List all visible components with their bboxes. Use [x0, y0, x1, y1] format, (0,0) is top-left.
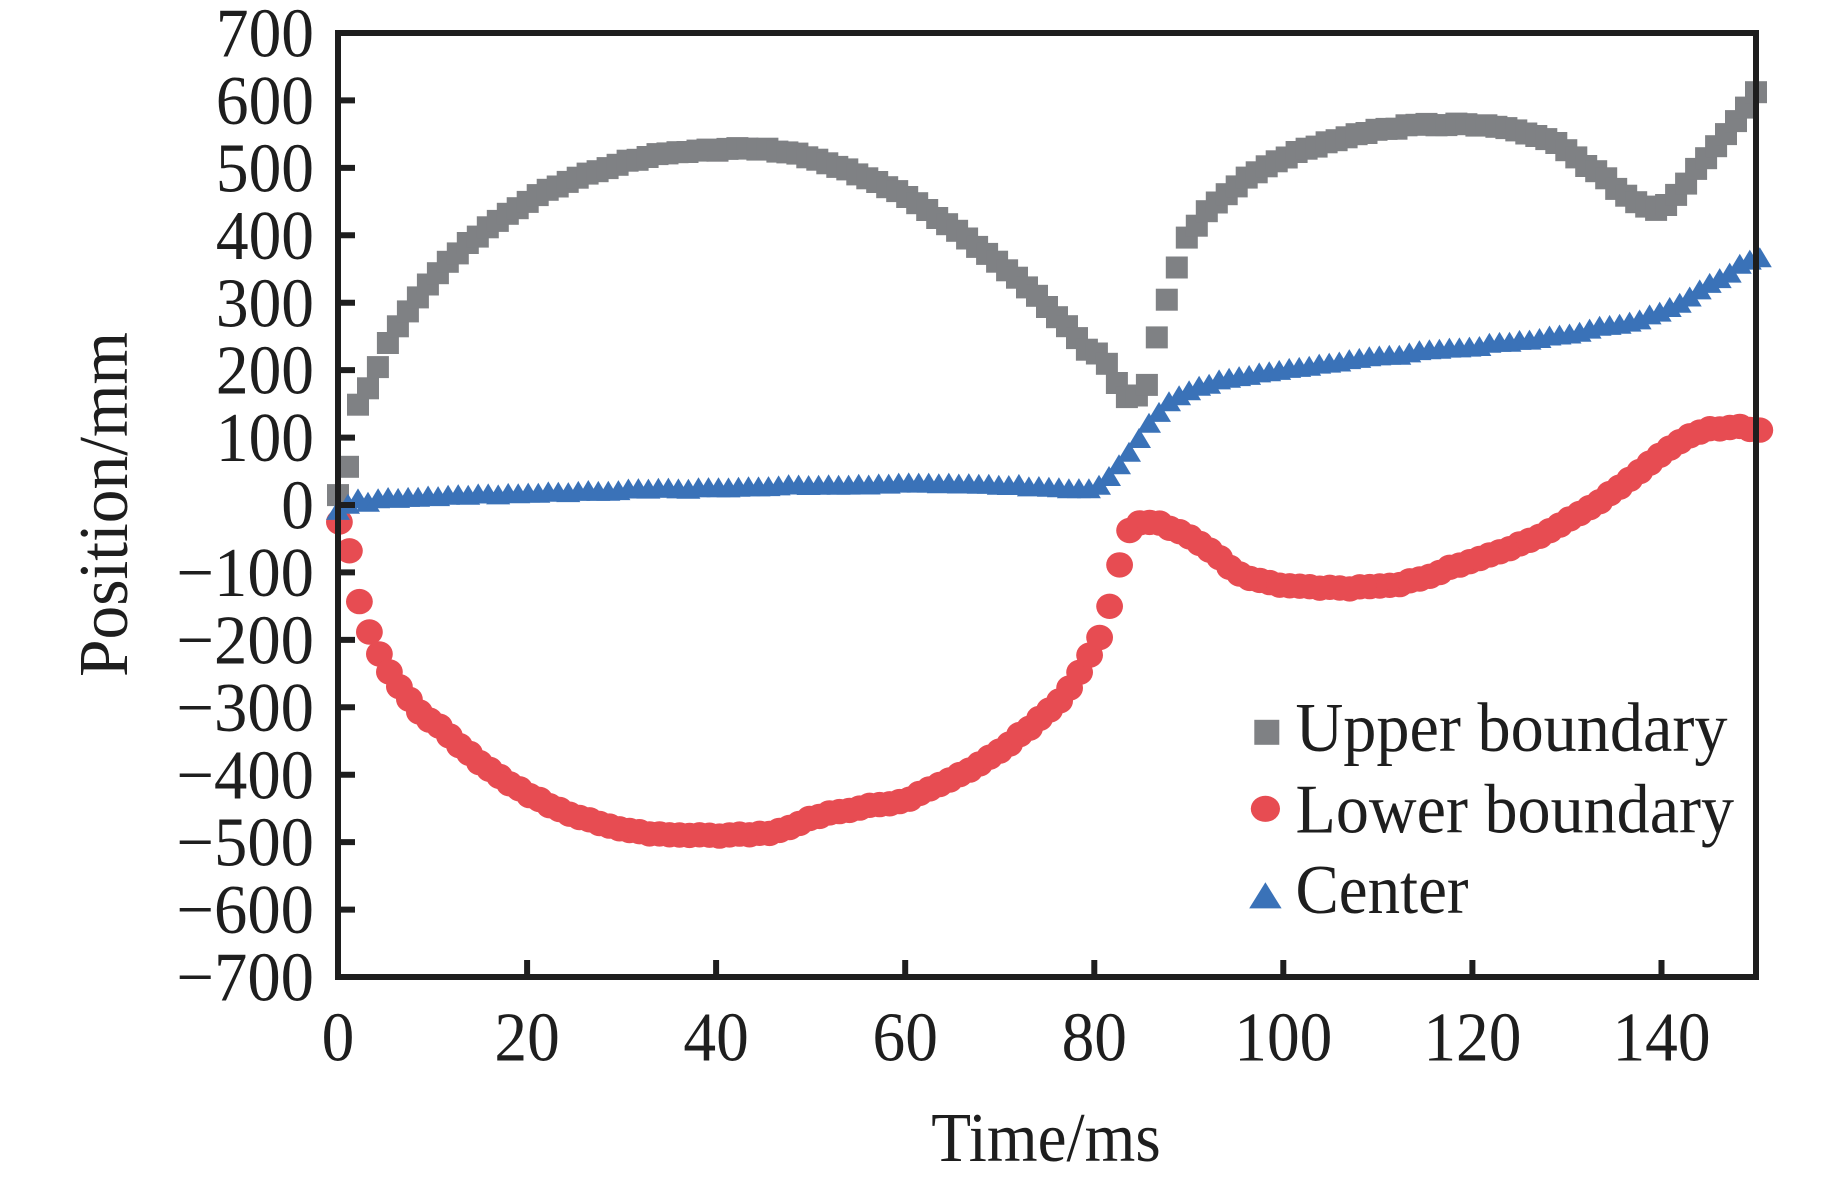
svg-text:100: 100 [216, 400, 314, 477]
svg-text:Center: Center [1296, 852, 1469, 929]
svg-text:140: 140 [1612, 1000, 1710, 1077]
svg-text:200: 200 [216, 333, 314, 410]
svg-text:−600: −600 [176, 872, 314, 949]
svg-text:Position/mm: Position/mm [66, 332, 143, 677]
svg-text:0: 0 [322, 1000, 355, 1077]
svg-text:Time/ms: Time/ms [931, 1100, 1161, 1177]
svg-text:300: 300 [216, 265, 314, 342]
svg-text:400: 400 [216, 198, 314, 275]
svg-text:Upper boundary: Upper boundary [1296, 690, 1728, 767]
svg-text:Lower boundary: Lower boundary [1296, 772, 1735, 849]
svg-text:120: 120 [1423, 1000, 1521, 1077]
svg-text:−200: −200 [176, 603, 314, 680]
svg-text:100: 100 [1234, 1000, 1332, 1077]
svg-text:−400: −400 [176, 737, 314, 814]
svg-text:0: 0 [281, 468, 314, 545]
svg-text:80: 80 [1062, 1000, 1127, 1077]
svg-text:−300: −300 [176, 670, 314, 747]
svg-text:700: 700 [216, 0, 314, 73]
svg-text:−100: −100 [176, 535, 314, 612]
svg-text:20: 20 [494, 1000, 559, 1077]
svg-text:−500: −500 [176, 805, 314, 882]
svg-text:600: 600 [216, 63, 314, 140]
svg-text:500: 500 [216, 131, 314, 208]
svg-text:−700: −700 [176, 940, 314, 1017]
svg-text:40: 40 [683, 1000, 748, 1077]
svg-text:60: 60 [873, 1000, 938, 1077]
